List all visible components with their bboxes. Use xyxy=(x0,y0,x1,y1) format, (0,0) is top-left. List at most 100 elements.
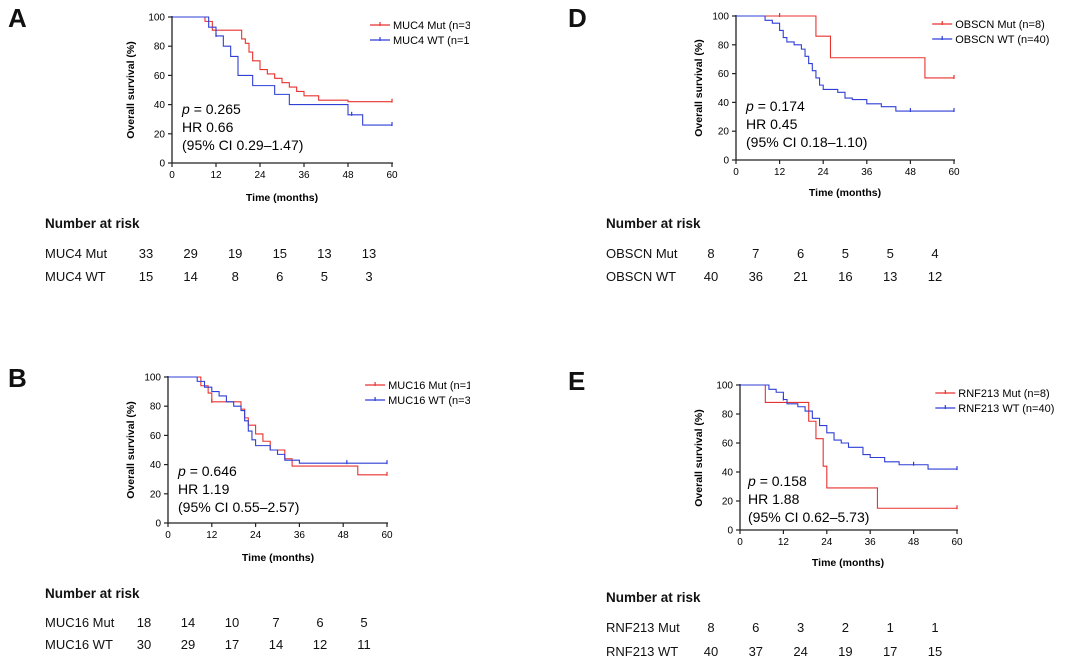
risk-count: 14 xyxy=(268,637,284,652)
risk-count: 33 xyxy=(138,246,154,261)
y-tick-label: 60 xyxy=(154,71,166,82)
legend-label: MUC4 Mut (n=33) xyxy=(393,20,470,32)
hazard-ratio: HR 1.19 xyxy=(178,481,230,497)
stats-annotation: p = 0.265 HR 0.66 (95% CI 0.29–1.47) xyxy=(181,101,303,153)
risk-count: 5 xyxy=(886,246,894,261)
risk-count: 5 xyxy=(320,269,328,284)
risk-table-title: Number at risk xyxy=(45,216,140,231)
legend-label: OBSCN WT (n=40) xyxy=(955,34,1049,46)
panel-label: A xyxy=(8,3,27,33)
risk-count: 14 xyxy=(180,615,196,630)
x-tick-label: 24 xyxy=(250,530,262,541)
hazard-ratio: HR 1.88 xyxy=(748,491,800,507)
risk-count: 3 xyxy=(796,620,805,635)
y-tick-label: 40 xyxy=(150,460,162,471)
risk-count: 21 xyxy=(793,269,808,284)
svg-text:p = 0.158: p = 0.158 xyxy=(747,473,807,489)
x-axis-label: Time (months) xyxy=(246,192,318,204)
p-label: p xyxy=(181,101,190,117)
km-chart-a: Overall survival (%) Time (months) p = 0… xyxy=(125,13,470,205)
risk-table-title: Number at risk xyxy=(606,590,701,605)
y-tick-label: 40 xyxy=(154,100,166,111)
survival-curve xyxy=(736,15,954,79)
x-axis-label: Time (months) xyxy=(809,187,881,199)
risk-count: 10 xyxy=(224,615,240,630)
y-tick-label: 40 xyxy=(718,98,730,109)
x-axis-label: Time (months) xyxy=(812,557,884,569)
y-tick-label: 0 xyxy=(723,156,729,167)
y-tick-label: 20 xyxy=(154,129,166,140)
x-tick-label: 48 xyxy=(905,167,917,178)
survival-curve xyxy=(168,376,387,476)
x-tick-label: 36 xyxy=(298,170,310,181)
y-axis-label: Overall survival (%) xyxy=(693,39,705,136)
confidence-interval: (95% CI 0.55–2.57) xyxy=(178,499,299,515)
y-tick-label: 100 xyxy=(148,13,165,24)
risk-count: 5 xyxy=(841,246,849,261)
y-tick-label: 80 xyxy=(150,402,162,413)
risk-count: 14 xyxy=(183,269,198,284)
y-tick-label: 20 xyxy=(150,489,162,500)
x-axis-label: Time (months) xyxy=(242,552,314,564)
x-tick-label: 48 xyxy=(342,170,354,181)
km-chart-d: Overall survival (%) Time (months) p = 0… xyxy=(693,12,1049,200)
risk-count: 17 xyxy=(882,644,898,659)
risk-group-name: MUC4 Mut xyxy=(45,246,108,261)
y-tick-label: 80 xyxy=(154,42,166,53)
risk-count: 17 xyxy=(224,637,240,652)
y-tick-label: 60 xyxy=(718,69,730,80)
risk-count: 36 xyxy=(748,269,764,284)
x-tick-label: 36 xyxy=(861,167,873,178)
p-label: p xyxy=(177,463,186,479)
survival-curve xyxy=(172,16,392,103)
svg-text:p = 0.646: p = 0.646 xyxy=(177,463,237,479)
risk-count: 12 xyxy=(927,269,943,284)
risk-count: 1 xyxy=(886,620,894,635)
x-tick-label: 12 xyxy=(774,167,786,178)
y-tick-label: 80 xyxy=(718,40,730,51)
y-tick-label: 80 xyxy=(722,410,734,421)
x-tick-label: 60 xyxy=(948,167,960,178)
p-value: = 0.174 xyxy=(758,98,805,114)
panel-label: B xyxy=(8,363,27,393)
risk-count: 8 xyxy=(707,246,715,261)
risk-count: 7 xyxy=(752,246,760,261)
risk-count: 8 xyxy=(231,269,239,284)
y-tick-label: 100 xyxy=(716,381,733,392)
hazard-ratio: HR 0.66 xyxy=(182,119,234,135)
risk-count: 40 xyxy=(703,644,719,659)
x-tick-label: 12 xyxy=(206,530,218,541)
risk-group-name: RNF213 Mut xyxy=(606,620,680,635)
p-value: = 0.646 xyxy=(190,463,237,479)
panel-label: D xyxy=(568,3,587,33)
panel-label: E xyxy=(568,366,586,396)
km-chart-b: Overall survival (%) Time (months) p = 0… xyxy=(125,373,470,565)
risk-group-name: OBSCN Mut xyxy=(606,246,678,261)
p-label: p xyxy=(745,98,754,114)
x-tick-label: 36 xyxy=(865,537,877,548)
risk-count: 13 xyxy=(361,246,377,261)
risk-count: 5 xyxy=(360,615,368,630)
legend-label: MUC16 WT (n=30) xyxy=(388,395,470,407)
y-tick-label: 60 xyxy=(722,439,734,450)
y-tick-label: 20 xyxy=(718,127,730,138)
x-tick-label: 60 xyxy=(386,170,398,181)
y-tick-label: 20 xyxy=(722,497,734,508)
survival-curve xyxy=(168,376,387,464)
km-chart-e: Overall survival (%) Time (months) p = 0… xyxy=(693,381,1054,570)
x-tick-label: 60 xyxy=(951,537,963,548)
risk-group-name: MUC16 Mut xyxy=(45,615,115,630)
p-value: = 0.158 xyxy=(760,473,807,489)
survival-curve xyxy=(172,16,392,126)
x-tick-label: 48 xyxy=(338,530,350,541)
risk-count: 15 xyxy=(138,269,154,284)
risk-count: 3 xyxy=(365,269,373,284)
risk-count: 6 xyxy=(796,246,805,261)
risk-count: 29 xyxy=(183,246,198,261)
stats-annotation: p = 0.158 HR 1.88 (95% CI 0.62–5.73) xyxy=(747,473,869,525)
x-tick-label: 12 xyxy=(210,170,222,181)
risk-count: 7 xyxy=(272,615,280,630)
x-tick-label: 24 xyxy=(254,170,266,181)
y-axis-label: Overall survival (%) xyxy=(125,41,137,138)
risk-count: 19 xyxy=(227,246,243,261)
